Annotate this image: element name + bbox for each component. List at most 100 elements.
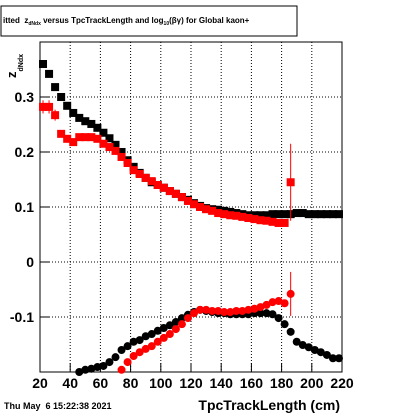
x-tick-label: 100 [149, 375, 173, 391]
marker [63, 101, 72, 110]
marker [183, 196, 192, 205]
marker [304, 343, 313, 352]
marker [322, 350, 331, 359]
marker [69, 138, 78, 147]
marker [220, 308, 229, 317]
marker [135, 348, 144, 357]
marker [328, 210, 337, 219]
marker [280, 210, 289, 219]
marker [232, 211, 241, 220]
marker [45, 102, 54, 111]
marker [99, 128, 108, 137]
marker [202, 305, 211, 314]
marker [244, 305, 253, 314]
marker [262, 300, 271, 309]
marker [159, 333, 168, 342]
x-tick-label: 80 [123, 375, 139, 391]
marker [129, 166, 138, 175]
x-tick-label: 180 [270, 375, 294, 391]
marker [117, 148, 126, 156]
marker [87, 364, 96, 373]
marker [153, 181, 162, 189]
marker [171, 317, 180, 326]
marker [81, 365, 90, 374]
marker [250, 304, 259, 313]
marker [304, 210, 313, 219]
marker [81, 133, 90, 142]
marker [93, 134, 102, 143]
marker [298, 209, 307, 218]
marker [190, 309, 199, 318]
marker [177, 193, 186, 202]
y-axis-label: zdNdx [4, 54, 25, 78]
marker [177, 314, 186, 323]
marker [111, 353, 120, 362]
marker [105, 143, 114, 152]
marker [256, 216, 265, 225]
title-part: itted z [3, 16, 28, 25]
marker [226, 308, 235, 317]
marker [51, 111, 60, 120]
marker [153, 326, 162, 335]
title-subscript: 10 [164, 21, 170, 27]
marker [328, 354, 337, 363]
marker [75, 368, 84, 376]
x-tick-label: 60 [93, 375, 109, 391]
marker [310, 210, 319, 219]
x-tick-label: 40 [62, 375, 78, 391]
marker [177, 320, 186, 329]
marker [322, 210, 331, 219]
marker [171, 189, 180, 198]
marker [117, 152, 126, 161]
marker [57, 129, 66, 138]
marker [214, 306, 223, 315]
marker [129, 352, 138, 361]
marker [165, 187, 174, 196]
marker [99, 361, 108, 370]
marker [183, 314, 192, 323]
marker [135, 336, 144, 345]
marker [141, 332, 150, 341]
marker [117, 346, 126, 354]
y-label-part: z [4, 71, 19, 78]
marker [256, 309, 265, 318]
marker [63, 134, 72, 143]
marker [334, 210, 343, 219]
y-tick-label: 0.3 [15, 89, 35, 105]
timestamp: Thu May 6 15:22:38 2021 [4, 401, 112, 411]
marker [268, 217, 277, 226]
marker [256, 211, 265, 220]
marker [165, 330, 174, 339]
marker [262, 211, 271, 220]
marker [334, 354, 343, 363]
marker [81, 117, 90, 126]
marker [274, 218, 283, 227]
x-tick-label: 20 [32, 375, 48, 391]
x-tick-label: 160 [240, 375, 264, 391]
y-tick-label: 0.2 [15, 144, 35, 160]
marker [69, 108, 78, 117]
marker [238, 306, 247, 315]
marker [196, 305, 205, 314]
marker [141, 173, 150, 182]
marker [274, 210, 283, 219]
marker [123, 159, 132, 167]
marker [75, 113, 84, 122]
marker [214, 209, 223, 218]
marker [268, 310, 277, 319]
title-subscript: dNdx [28, 21, 41, 27]
chart-title: itted zdNdx versus TpcTrackLength and lo… [3, 16, 250, 27]
marker [147, 330, 156, 339]
marker [147, 177, 156, 186]
marker [292, 337, 301, 346]
marker [93, 363, 102, 372]
x-tick-label: 140 [210, 375, 234, 391]
y-tick-label: 0 [26, 254, 34, 270]
marker [298, 341, 307, 350]
marker [280, 299, 289, 308]
y-tick-label: -0.1 [10, 309, 34, 325]
marker [111, 140, 120, 149]
marker [39, 102, 48, 111]
marker [93, 123, 102, 132]
marker [141, 344, 150, 353]
